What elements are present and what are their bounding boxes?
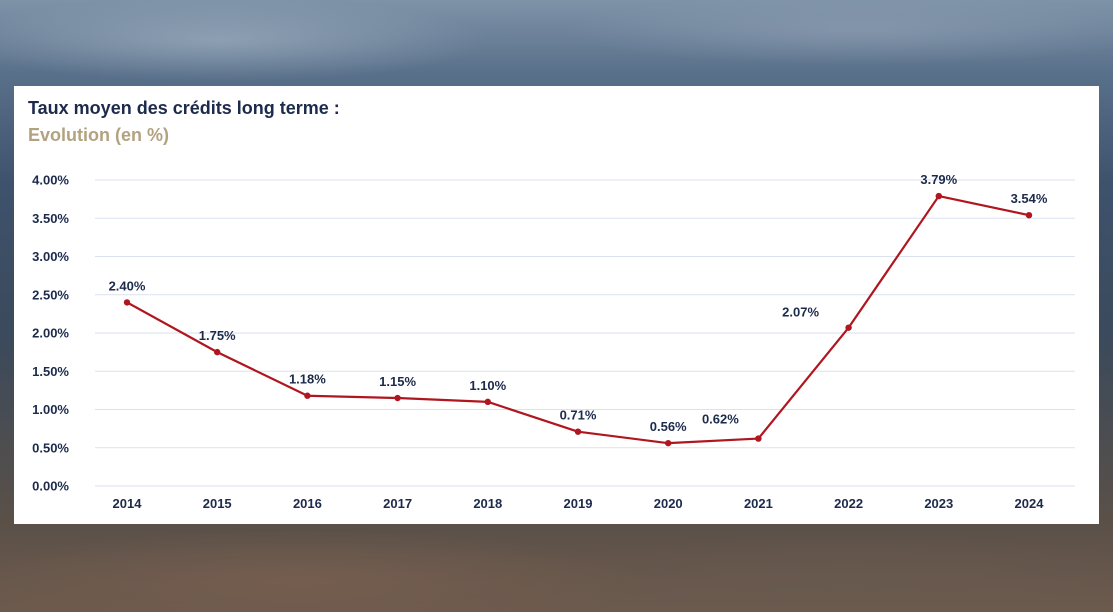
data-point	[665, 439, 672, 447]
y-tick-label: 1.50%	[32, 364, 69, 379]
data-point	[304, 392, 311, 399]
data-label: 0.62%	[702, 412, 739, 427]
series-line	[126, 194, 1030, 445]
data-point	[484, 398, 491, 406]
chart-title: Taux moyen des crédits long terme :	[28, 98, 340, 118]
data-point	[394, 394, 401, 402]
data-label: 0.56%	[650, 419, 687, 434]
chart-card: Taux moyen des crédits long terme : Evol…	[14, 86, 1099, 524]
data-label: 3.79%	[920, 172, 957, 187]
x-tick-label: 2023	[924, 496, 953, 511]
y-tick-label: 2.00%	[32, 326, 69, 341]
grid-lines	[95, 179, 1075, 487]
data-label: 3.54%	[1011, 191, 1048, 206]
data-label: 0.71%	[560, 408, 597, 423]
data-point	[574, 428, 582, 435]
data-label: 1.18%	[289, 372, 326, 387]
data-label: 2.40%	[109, 278, 146, 293]
y-axis-ticks: 0.00% 0.50% 1.00% 1.50% 2.00% 2.50% 3.00% 3.50%…	[32, 173, 69, 494]
y-tick-label: 1.00%	[32, 402, 69, 417]
data-label: 2.07%	[782, 305, 819, 320]
x-tick-label: 2024	[1015, 496, 1045, 511]
x-tick-label: 2018	[473, 496, 502, 511]
data-point	[845, 324, 852, 331]
x-tick-label: 2021	[744, 496, 773, 511]
x-axis-ticks: 2014 2015 2016 2017 2018 2019 2020 2021 2022 2023…	[113, 496, 1045, 511]
line-chart: 0.00% 0.50% 1.00% 1.50% 2.00% 2.50% 3.00% 3.50%…	[32, 172, 1075, 511]
x-tick-label: 2014	[113, 496, 143, 511]
y-tick-label: 3.50%	[32, 211, 69, 226]
x-tick-label: 2020	[654, 496, 683, 511]
y-tick-label: 4.00%	[32, 173, 69, 188]
data-label: 1.15%	[379, 374, 416, 389]
data-labels: 2.40% 1.75% 1.18% 1.15% 1.10% 0.71% 0.56% 0.62%…	[109, 172, 1048, 434]
y-tick-label: 2.50%	[32, 287, 69, 302]
data-point	[1025, 211, 1033, 219]
data-point	[214, 348, 221, 356]
x-tick-label: 2017	[383, 496, 412, 511]
chart-subtitle: Evolution (en %)	[28, 125, 169, 145]
x-tick-label: 2022	[834, 496, 863, 511]
y-tick-label: 0.50%	[32, 440, 69, 455]
data-point	[935, 192, 942, 200]
y-tick-label: 3.00%	[32, 249, 69, 264]
data-point	[755, 435, 762, 442]
y-tick-label: 0.00%	[32, 479, 69, 494]
x-tick-label: 2019	[564, 496, 593, 511]
data-point	[123, 299, 131, 306]
x-tick-label: 2016	[293, 496, 322, 511]
series-line-group	[123, 192, 1033, 447]
data-label: 1.10%	[469, 378, 506, 393]
data-label: 1.75%	[199, 328, 236, 343]
x-tick-label: 2015	[203, 496, 232, 511]
